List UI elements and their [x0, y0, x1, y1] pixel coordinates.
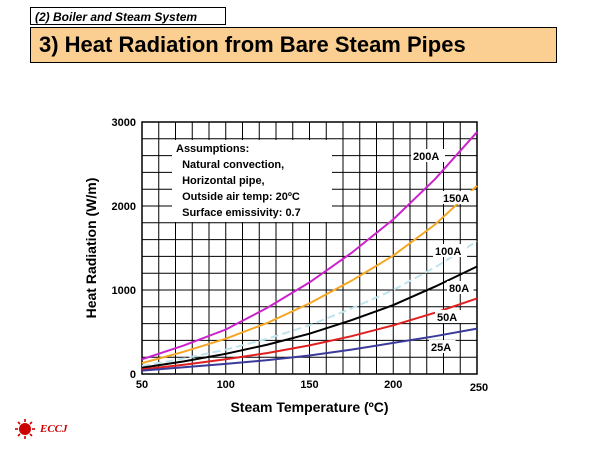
eccj-logo-mark-icon: [15, 419, 35, 439]
y-tick-label: 3000: [112, 117, 136, 129]
annotation-line: Outside air temp: 20ºC: [176, 191, 300, 203]
x-axis-label: Steam Temperature (ºC): [230, 399, 388, 415]
series-label-bg-25A: [429, 340, 456, 353]
x-tick-label: 50: [136, 379, 148, 391]
annotation-line: Horizontal pipe,: [176, 175, 265, 187]
series-label-50A: 50A: [437, 312, 457, 324]
page-title: 3) Heat Radiation from Bare Steam Pipes: [30, 27, 557, 63]
series-label-bg-150A: [441, 191, 475, 204]
series-line-25A: [141, 327, 478, 372]
plot-frame: [141, 121, 478, 375]
series-line-80A: [141, 265, 478, 369]
annotation-line: Natural convection,: [176, 159, 284, 171]
annotation-box: [172, 140, 332, 222]
eccj-logo-text: ECCJ: [40, 423, 68, 435]
x-tick-label: 200: [384, 379, 402, 391]
y-tick-label: 0: [130, 369, 136, 381]
x-tick-label: 150: [300, 379, 318, 391]
series-label-bg-200A: [411, 149, 445, 162]
series-label-100A: 100A: [435, 246, 461, 258]
series-label-bg-50A: [435, 310, 462, 323]
series-label-bg-100A: [433, 244, 467, 257]
annotation-line: Assumptions:: [176, 143, 249, 155]
series-label-25A: 25A: [431, 342, 451, 354]
series-line-200A: [141, 131, 478, 361]
series-label-bg-80A: [447, 281, 474, 294]
series-line-50A: [141, 297, 478, 371]
series-line-100A: [141, 240, 478, 367]
x-tick-label: 250: [470, 382, 488, 394]
x-tick-label: 100: [217, 379, 235, 391]
y-axis-label: Heat Radiation (W/m): [83, 178, 99, 319]
series-label-200A: 200A: [413, 151, 439, 163]
section-tag: (2) Boiler and Steam System: [30, 7, 226, 25]
series-line-150A: [141, 185, 478, 365]
annotation-line: Surface emissivity: 0.7: [176, 207, 301, 219]
series-label-150A: 150A: [443, 193, 469, 205]
eccj-logo: [15, 419, 35, 439]
y-tick-label: 2000: [112, 201, 136, 213]
y-tick-label: 1000: [112, 285, 136, 297]
series-label-80A: 80A: [449, 283, 469, 295]
